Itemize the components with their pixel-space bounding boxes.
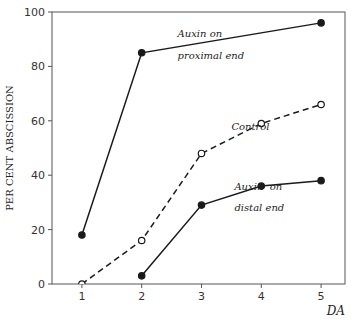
chart: 1 2 3 4 5 0 20 40 60 80 100 DA PER CENT ABSCISSION Au… [0, 0, 357, 320]
x-tick-label: 5 [318, 290, 325, 303]
x-tick-label: 3 [198, 290, 205, 303]
y-tick [48, 229, 52, 230]
data-point [318, 101, 324, 107]
y-tick-label: 60 [31, 115, 45, 128]
x-tick-label: 4 [258, 290, 265, 303]
annotation: proximal end [178, 50, 245, 61]
annotation: distal end [234, 202, 284, 213]
y-tick [48, 120, 52, 121]
plot-data [79, 20, 325, 284]
data-point [318, 177, 324, 183]
y-tick-label: 40 [31, 169, 45, 182]
y-tick-label: 20 [31, 224, 45, 237]
x-tick [261, 284, 262, 288]
y-axis-label: PER CENT ABSCISSION [4, 85, 15, 211]
data-point [198, 150, 204, 156]
data-point [138, 273, 144, 279]
y-tick-label: 0 [38, 278, 45, 291]
data-point [318, 20, 324, 26]
annotation: Auxin on [233, 181, 282, 192]
series-line [142, 181, 321, 276]
x-tick-label: 1 [78, 290, 85, 303]
y-tick [48, 284, 52, 285]
annotation: Control [231, 121, 269, 132]
x-axis-label: DA [326, 304, 346, 318]
series-line [82, 104, 321, 284]
y-tick [48, 175, 52, 176]
annotation: Auxin on [177, 28, 223, 39]
data-point [138, 50, 144, 56]
x-tick [321, 284, 322, 288]
series-line [82, 23, 321, 235]
data-point [79, 232, 85, 238]
data-point [138, 237, 144, 243]
data-point [79, 281, 85, 284]
x-tick [201, 284, 202, 288]
y-tick-label: 80 [31, 60, 45, 73]
x-tick-label: 2 [138, 290, 145, 303]
y-tick [48, 66, 52, 67]
data-point [198, 202, 204, 208]
y-tick-label: 100 [24, 6, 45, 19]
y-tick [48, 12, 52, 13]
x-tick [141, 284, 142, 288]
x-tick [81, 284, 82, 288]
plot-frame [52, 12, 345, 284]
